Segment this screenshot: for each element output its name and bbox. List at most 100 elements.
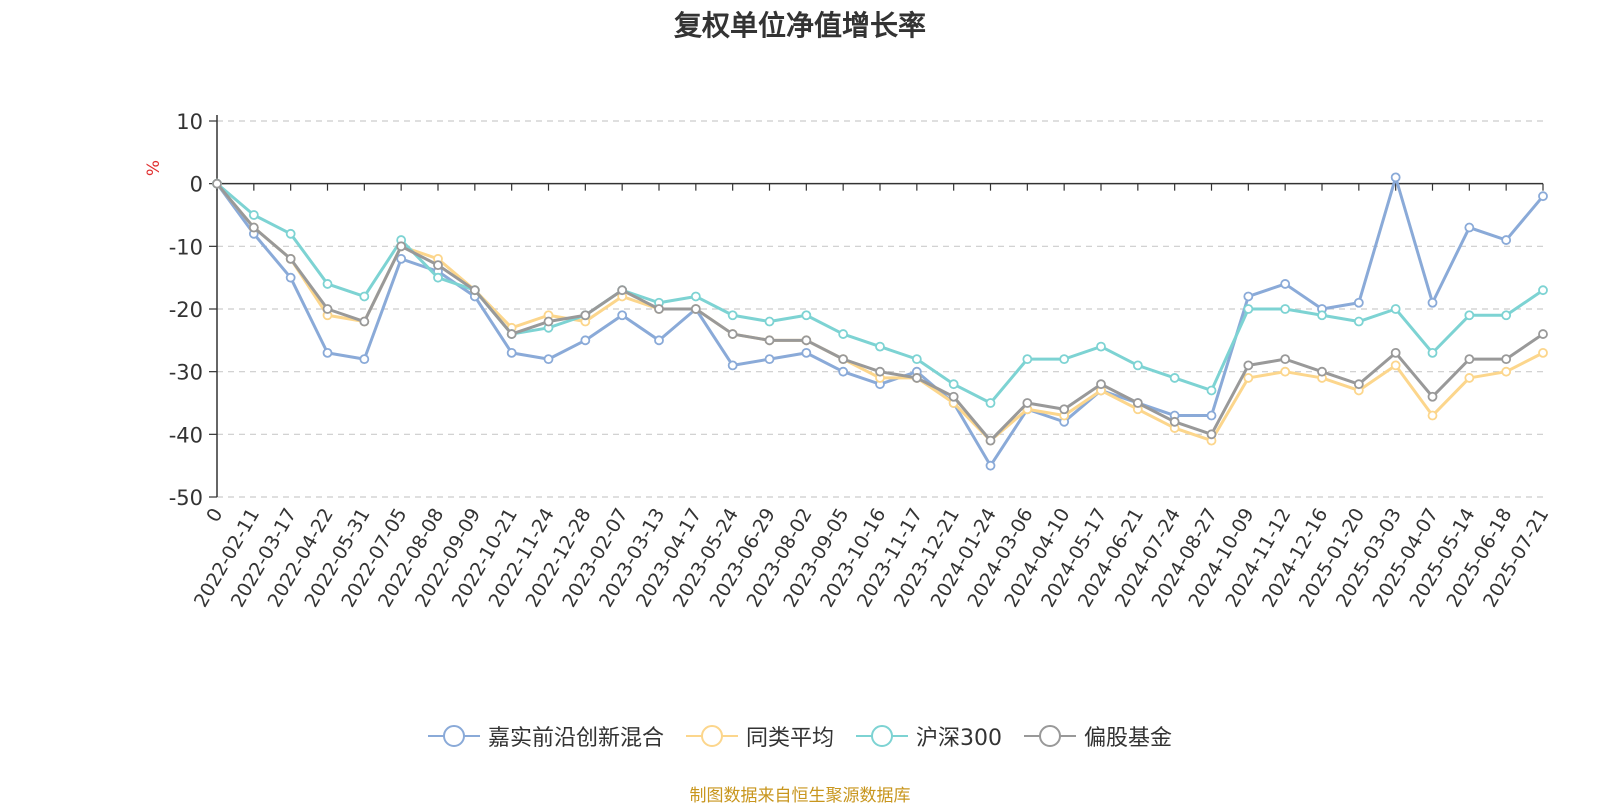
data-point [433, 260, 443, 271]
legend-line-circle-icon [856, 725, 908, 747]
data-point [727, 360, 738, 371]
data-point [801, 347, 812, 358]
data-point [875, 341, 885, 352]
data-point [801, 310, 812, 321]
y-tick-label: 0 [190, 173, 203, 197]
data-point [248, 210, 259, 220]
data-point [1096, 341, 1106, 352]
x-tick-label: 0 [202, 505, 227, 526]
data-point [1059, 354, 1070, 365]
data-point [838, 366, 849, 377]
y-tick-label: 10 [176, 110, 203, 134]
data-point [1464, 222, 1475, 233]
data-point [1390, 172, 1401, 183]
chart-title: 复权单位净值增长率 [673, 9, 926, 42]
data-point [1132, 398, 1143, 408]
data-point [838, 329, 849, 339]
legend-line-circle-icon [1024, 725, 1076, 747]
line-chart: 100-10-20-30-40-50%02022-02-112022-03-17… [144, 110, 1553, 611]
data-point [1243, 304, 1254, 314]
data-point [396, 253, 407, 264]
data-point [1317, 310, 1327, 321]
data-point [543, 354, 554, 365]
data-point [322, 347, 333, 358]
data-point [1427, 391, 1438, 402]
data-point [285, 272, 296, 283]
data-point [727, 310, 738, 321]
y-axis-unit: % [144, 160, 164, 176]
legend-item-equity-fund[interactable]: 偏股基金 [1024, 720, 1172, 752]
data-point [1353, 316, 1364, 327]
data-point [1538, 347, 1548, 358]
data-point [359, 316, 370, 327]
data-point [764, 316, 775, 327]
data-point [1169, 373, 1180, 383]
data-point [1132, 360, 1143, 371]
data-point [1353, 297, 1364, 308]
data-point [1353, 379, 1364, 390]
data-point [1243, 360, 1254, 371]
data-point [322, 279, 333, 289]
legend-line-circle-icon [685, 725, 738, 747]
y-tick-label: -10 [169, 235, 203, 259]
data-point [248, 222, 259, 233]
data-point [690, 304, 701, 314]
series-line [215, 182, 1544, 443]
data-point [433, 272, 443, 283]
data-point [1427, 347, 1438, 358]
data-point [1390, 304, 1401, 314]
legend-label: 同类平均 [745, 726, 834, 751]
data-point [911, 354, 922, 365]
data-point [1427, 410, 1438, 421]
data-point [285, 253, 296, 264]
legend-item-csi300[interactable]: 沪深300 [856, 720, 1002, 752]
data-point [1280, 366, 1291, 377]
data-point [359, 291, 370, 302]
data-point [654, 304, 664, 314]
legend-item-jiashi[interactable]: 嘉实前沿创新混合 [427, 720, 664, 752]
data-point [1022, 354, 1033, 365]
legend-item-peer-average[interactable]: 同类平均 [685, 720, 834, 752]
data-point [911, 373, 922, 383]
data-point [1059, 404, 1070, 415]
data-point [1390, 347, 1401, 358]
data-point [580, 335, 591, 346]
legend-label: 嘉实前沿创新混合 [487, 726, 664, 751]
data-point [985, 398, 996, 408]
data-point [580, 310, 591, 321]
legend-label: 沪深300 [916, 726, 1002, 751]
data-point [1280, 354, 1291, 365]
data-point [1464, 310, 1475, 321]
data-point [985, 460, 996, 471]
data-point [1206, 429, 1217, 440]
data-point [1427, 297, 1438, 308]
data-point [1464, 373, 1475, 383]
data-point [1538, 191, 1548, 202]
data-point [1280, 304, 1291, 314]
y-tick-label: -40 [169, 423, 203, 447]
legend: 嘉实前沿创新混合 同类平均 沪深300 偏股基金 [0, 720, 1600, 752]
data-point [764, 335, 775, 346]
series-line [215, 175, 1545, 468]
data-point [1501, 366, 1512, 377]
data-point [1206, 385, 1217, 396]
data-point [1538, 285, 1548, 296]
data-point [1096, 379, 1106, 390]
data-point [948, 391, 959, 402]
data-point [1538, 329, 1548, 339]
data-point [1243, 373, 1254, 383]
data-point [838, 354, 849, 365]
data-point [1501, 354, 1512, 365]
data-point [617, 285, 628, 296]
y-tick-label: -30 [169, 361, 203, 385]
data-point [1464, 354, 1475, 365]
data-point [617, 310, 628, 321]
y-tick-label: -50 [169, 486, 203, 510]
data-point [285, 228, 296, 239]
data-point [1501, 235, 1512, 245]
data-point [1390, 360, 1401, 371]
y-tick-label: -20 [169, 298, 203, 322]
series-line [215, 182, 1544, 443]
data-point [1317, 366, 1327, 377]
